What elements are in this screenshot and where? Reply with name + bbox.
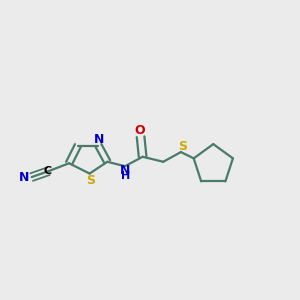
Text: N: N: [19, 171, 29, 184]
Text: S: S: [87, 174, 96, 188]
Text: H: H: [121, 171, 130, 181]
Text: N: N: [120, 164, 131, 176]
Text: S: S: [178, 140, 187, 153]
Text: O: O: [134, 124, 145, 137]
Text: C: C: [44, 166, 52, 176]
Text: N: N: [94, 133, 104, 146]
